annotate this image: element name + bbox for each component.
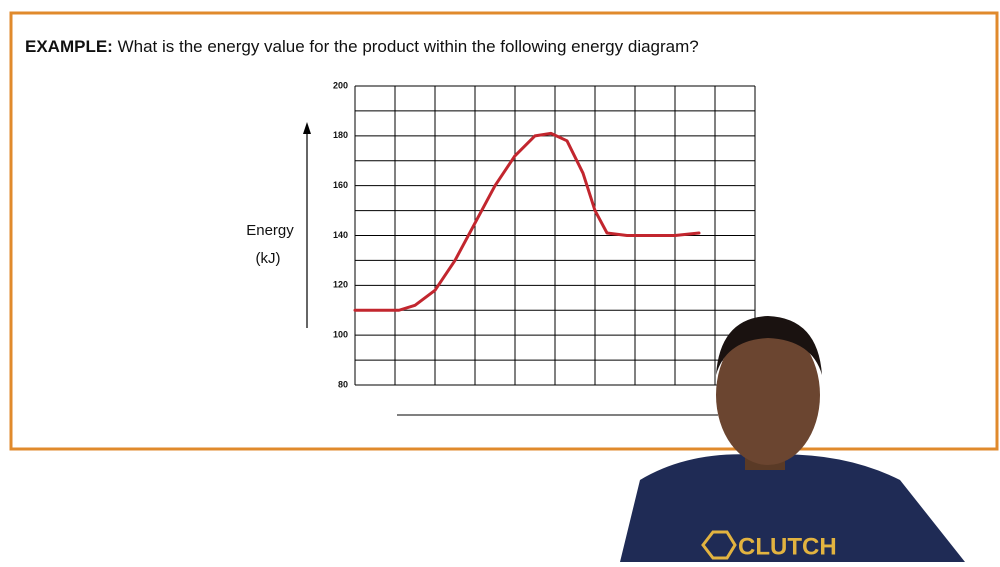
- y-tick-label: 120: [333, 280, 348, 290]
- y-tick-label: 160: [333, 180, 348, 190]
- presenter: CLUTCH: [620, 316, 965, 562]
- presenter-hair: [716, 316, 822, 375]
- example-card: [9, 11, 999, 451]
- presenter-shirt: [620, 454, 965, 562]
- shirt-text: CLUTCH: [738, 533, 837, 560]
- energy-arrowhead: [303, 122, 311, 134]
- y-tick-label: 140: [333, 230, 348, 240]
- example-question: What is the energy value for the product…: [118, 37, 699, 56]
- y-tick-label: 80: [338, 379, 348, 389]
- energy-curve: [353, 131, 701, 312]
- plot: 80 100 120 140 160 180 200: [333, 80, 756, 389]
- y-axis-label: (kJ): [256, 250, 281, 267]
- shirt-logo: [701, 530, 737, 560]
- y-tick-label: 100: [333, 330, 348, 340]
- y-axis-label: Energy: [246, 222, 294, 239]
- y-tick-label: 200: [333, 80, 348, 90]
- example-heading: EXAMPLE: What is the energy value for th…: [25, 37, 699, 56]
- presenter-head: [716, 325, 820, 465]
- y-tick-label: 180: [333, 130, 348, 140]
- example-label: EXAMPLE:: [25, 37, 113, 56]
